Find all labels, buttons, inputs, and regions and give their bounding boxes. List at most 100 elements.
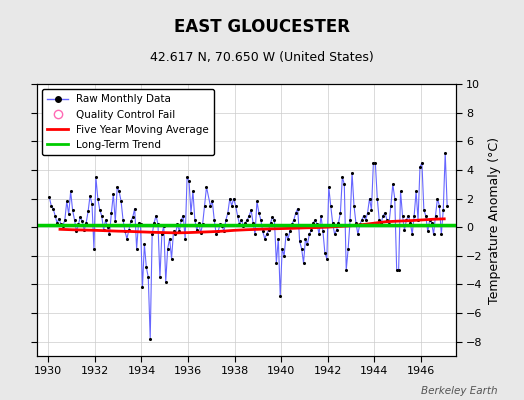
Point (125, 227, 133, 233)
Point (196, 230, 205, 236)
Point (319, 228, 327, 235)
Y-axis label: Temperature Anomaly (°C): Temperature Anomaly (°C) (488, 136, 501, 304)
Point (133, 246, 141, 252)
Point (284, 236, 292, 242)
Point (429, 231, 438, 238)
Point (313, 221, 321, 228)
Point (377, 220, 385, 226)
Point (233, 212, 242, 219)
Point (59, 222, 67, 229)
Point (253, 198, 261, 204)
Point (173, 221, 182, 228)
Point (241, 220, 249, 226)
Point (156, 274, 164, 280)
Point (265, 227, 273, 233)
Point (395, 267, 403, 273)
Point (423, 228, 432, 235)
Point (278, 246, 287, 252)
Point (270, 217, 279, 223)
Point (119, 217, 127, 223)
Point (51, 212, 59, 219)
Point (255, 210, 263, 216)
Point (348, 170, 356, 176)
Point (359, 212, 368, 219)
Point (88, 201, 96, 208)
Point (435, 202, 444, 209)
Point (45, 194, 53, 200)
Point (443, 202, 451, 209)
Point (385, 221, 393, 228)
Point (299, 260, 308, 266)
Point (258, 228, 267, 235)
Point (67, 188, 75, 194)
Point (154, 221, 162, 228)
Point (398, 212, 407, 219)
Point (356, 221, 364, 228)
Point (142, 264, 150, 270)
Point (332, 227, 341, 233)
Point (418, 160, 426, 166)
Point (239, 222, 247, 229)
Text: 42.617 N, 70.650 W (United States): 42.617 N, 70.650 W (United States) (150, 51, 374, 64)
Point (387, 202, 395, 209)
Point (371, 160, 379, 166)
Point (152, 212, 160, 219)
Point (247, 207, 255, 213)
Point (379, 212, 387, 219)
Point (72, 228, 81, 235)
Point (311, 217, 319, 223)
Point (291, 210, 300, 216)
Point (146, 336, 155, 342)
Point (251, 231, 259, 238)
Point (109, 191, 117, 198)
Point (410, 212, 418, 219)
Point (226, 195, 234, 202)
Point (338, 174, 346, 180)
Point (268, 214, 277, 220)
Point (82, 220, 90, 226)
Point (315, 231, 323, 238)
Text: EAST GLOUCESTER: EAST GLOUCESTER (174, 18, 350, 36)
Point (148, 231, 156, 238)
Point (90, 246, 98, 252)
Point (144, 274, 152, 280)
Point (249, 220, 257, 226)
Point (402, 217, 411, 223)
Point (62, 198, 71, 204)
Point (296, 238, 304, 245)
Point (369, 160, 378, 166)
Point (181, 236, 189, 242)
Point (134, 220, 143, 226)
Point (94, 195, 102, 202)
Point (166, 236, 174, 242)
Text: Berkeley Earth: Berkeley Earth (421, 386, 498, 396)
Point (111, 218, 119, 225)
Point (350, 202, 358, 209)
Point (128, 214, 137, 220)
Point (340, 181, 348, 188)
Point (100, 227, 108, 233)
Point (321, 250, 329, 256)
Point (113, 184, 122, 190)
Point (199, 221, 207, 228)
Point (260, 236, 269, 242)
Point (160, 222, 168, 229)
Point (406, 220, 414, 226)
Point (334, 220, 343, 226)
Point (121, 228, 129, 235)
Point (49, 205, 57, 212)
Point (301, 236, 310, 242)
Point (136, 221, 145, 228)
Point (214, 228, 222, 235)
Point (163, 246, 172, 252)
Point (115, 188, 123, 194)
Point (323, 256, 331, 262)
Point (303, 241, 312, 248)
Point (167, 256, 176, 262)
Point (101, 217, 110, 223)
Point (107, 210, 116, 216)
Point (53, 220, 61, 226)
Point (138, 284, 147, 290)
Point (127, 218, 135, 225)
Point (70, 217, 79, 223)
